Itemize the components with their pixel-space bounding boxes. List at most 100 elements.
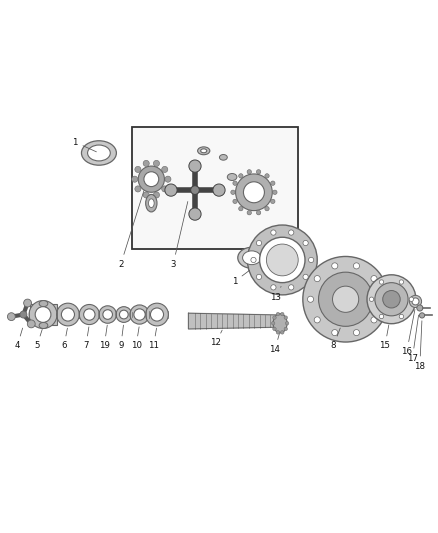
Circle shape [162, 186, 168, 192]
Text: 7: 7 [83, 327, 89, 351]
Text: 1: 1 [232, 270, 250, 286]
Text: 15: 15 [379, 325, 390, 351]
Circle shape [247, 211, 251, 215]
Circle shape [314, 317, 320, 323]
Circle shape [271, 230, 276, 235]
Circle shape [266, 244, 298, 276]
Circle shape [271, 199, 275, 204]
Text: 5: 5 [34, 329, 42, 351]
Circle shape [276, 330, 280, 334]
Circle shape [409, 297, 413, 302]
Circle shape [247, 225, 317, 295]
Circle shape [276, 312, 280, 316]
Text: 12: 12 [210, 330, 222, 348]
Circle shape [318, 272, 373, 326]
Bar [30, 304, 57, 326]
Circle shape [165, 176, 171, 182]
Circle shape [265, 174, 269, 178]
Circle shape [256, 211, 261, 215]
Circle shape [289, 285, 294, 290]
Ellipse shape [198, 147, 210, 155]
Circle shape [79, 304, 99, 325]
Text: 10: 10 [131, 327, 141, 351]
Ellipse shape [273, 313, 287, 333]
Text: 3: 3 [170, 201, 188, 269]
Circle shape [332, 329, 338, 336]
Circle shape [150, 308, 163, 321]
Ellipse shape [146, 195, 157, 212]
Ellipse shape [90, 147, 108, 159]
Circle shape [143, 192, 149, 198]
Circle shape [130, 305, 149, 324]
Ellipse shape [81, 141, 117, 165]
Text: 1: 1 [72, 138, 96, 152]
Circle shape [244, 182, 265, 203]
Circle shape [231, 190, 235, 195]
Ellipse shape [201, 149, 207, 153]
Text: 2: 2 [118, 191, 144, 269]
Circle shape [162, 166, 168, 173]
Text: 18: 18 [414, 321, 425, 370]
Circle shape [303, 274, 308, 279]
Circle shape [236, 174, 272, 211]
Circle shape [369, 297, 374, 302]
Circle shape [24, 299, 32, 307]
Circle shape [27, 320, 35, 328]
Text: 9: 9 [118, 325, 124, 351]
Ellipse shape [148, 199, 154, 207]
Circle shape [135, 186, 141, 192]
Circle shape [399, 314, 403, 319]
Bar [132, 127, 297, 249]
Ellipse shape [219, 155, 227, 160]
Ellipse shape [227, 174, 237, 181]
Circle shape [153, 192, 159, 198]
Circle shape [378, 296, 384, 302]
Text: 14: 14 [269, 334, 280, 354]
Circle shape [135, 166, 141, 173]
Circle shape [307, 296, 314, 302]
Circle shape [273, 327, 276, 330]
Circle shape [375, 282, 408, 316]
Circle shape [265, 206, 269, 211]
Circle shape [84, 309, 95, 320]
Circle shape [256, 169, 261, 174]
Circle shape [99, 306, 117, 323]
Circle shape [284, 316, 287, 319]
Circle shape [314, 276, 320, 281]
Circle shape [303, 240, 308, 246]
Circle shape [144, 172, 159, 187]
Circle shape [191, 185, 199, 195]
Circle shape [308, 257, 314, 263]
Circle shape [371, 317, 377, 323]
Circle shape [233, 181, 237, 185]
Circle shape [399, 280, 403, 284]
Circle shape [273, 316, 276, 319]
Circle shape [146, 303, 168, 326]
Circle shape [332, 263, 338, 269]
Circle shape [116, 306, 132, 322]
Circle shape [280, 312, 284, 316]
Circle shape [239, 174, 243, 178]
Circle shape [7, 313, 15, 320]
Circle shape [289, 230, 294, 235]
Text: 13: 13 [270, 286, 281, 302]
Circle shape [379, 280, 384, 284]
Circle shape [61, 308, 74, 321]
Circle shape [284, 327, 287, 330]
Circle shape [134, 309, 145, 320]
Circle shape [189, 208, 201, 220]
Circle shape [353, 263, 360, 269]
Circle shape [286, 321, 289, 325]
Circle shape [412, 298, 419, 305]
Circle shape [383, 290, 400, 308]
Circle shape [189, 160, 201, 172]
Circle shape [213, 184, 225, 196]
Circle shape [410, 295, 422, 308]
Text: 4: 4 [14, 328, 23, 351]
Ellipse shape [238, 247, 266, 268]
Circle shape [132, 176, 138, 182]
Circle shape [260, 237, 305, 282]
Ellipse shape [243, 251, 261, 265]
Circle shape [379, 314, 384, 319]
Circle shape [371, 276, 377, 281]
